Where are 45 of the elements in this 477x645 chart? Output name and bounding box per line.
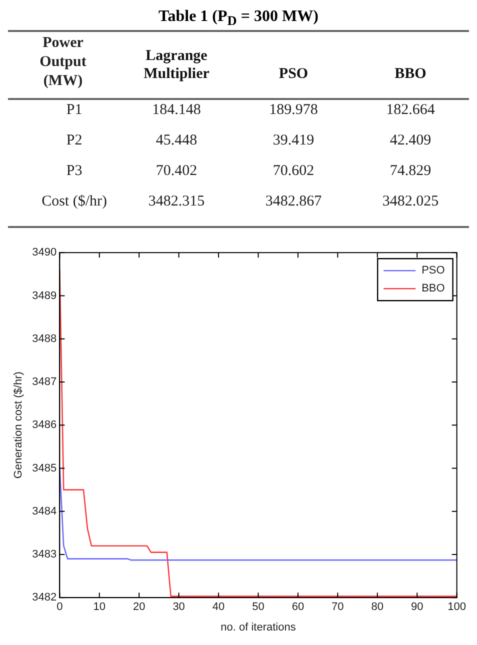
x-tick-label: BBO bbox=[394, 66, 426, 82]
data-label: 3482.025 bbox=[382, 194, 439, 210]
y-tick-label: P1 bbox=[66, 102, 82, 118]
y-axis-title: Generation cost ($/hr) bbox=[12, 372, 25, 479]
legend-label: BBO bbox=[422, 282, 446, 295]
y-tick-label: 3487 bbox=[32, 376, 57, 388]
x-tick-label: 50 bbox=[252, 601, 264, 614]
x-tick-label: 0 bbox=[56, 601, 63, 614]
x-tick-label: 70 bbox=[332, 601, 344, 614]
x-tick-label: 60 bbox=[292, 601, 304, 614]
data-label: 42.409 bbox=[390, 132, 432, 149]
data-label: 3482.315 bbox=[148, 194, 205, 210]
x-tick-label: 100 bbox=[448, 601, 466, 614]
y-tick-label: Cost ($/hr) bbox=[42, 194, 108, 210]
y-tick-label: 3484 bbox=[32, 506, 57, 518]
x-tick-label: 30 bbox=[172, 601, 185, 614]
y-tick-label: 3483 bbox=[32, 548, 57, 561]
x-tick-label: PSO bbox=[278, 66, 308, 82]
x-tick-label: 10 bbox=[93, 601, 106, 614]
data-label: 182.664 bbox=[386, 102, 436, 118]
y-tick-label: 3485 bbox=[32, 462, 57, 474]
data-label: 184.148 bbox=[152, 102, 201, 118]
y-tick-label: 3489 bbox=[32, 290, 57, 302]
y-tick-label: P3 bbox=[66, 163, 82, 180]
y-tick-label: P2 bbox=[66, 132, 82, 149]
data-label: 3482.867 bbox=[265, 194, 322, 210]
data-label: 45.448 bbox=[156, 132, 198, 149]
x-tick-label: 80 bbox=[371, 601, 384, 614]
chart-title: Table 1 (P$_{D}$ = 300 MW) bbox=[158, 8, 320, 30]
x-tick-label: 90 bbox=[410, 601, 424, 614]
y-tick-label: 3482 bbox=[32, 592, 57, 604]
y-axis-title: Power Output (MW) bbox=[40, 35, 86, 90]
legend-label: PSO bbox=[422, 264, 446, 277]
data-label: 189.978 bbox=[269, 102, 318, 118]
y-tick-label: 3488 bbox=[32, 333, 57, 346]
data-label: 70.402 bbox=[156, 163, 198, 180]
x-tick-label: 20 bbox=[132, 601, 146, 614]
y-tick-label: 3486 bbox=[32, 419, 57, 432]
x-tick-label: 40 bbox=[212, 601, 225, 614]
x-tick-label: Lagrange Multiplier bbox=[144, 48, 210, 82]
x-axis-title: no. of iterations bbox=[220, 622, 296, 634]
data-label: 74.829 bbox=[390, 163, 432, 180]
data-label: 39.419 bbox=[272, 132, 314, 149]
data-label: 70.602 bbox=[272, 163, 314, 180]
y-tick-label: 3490 bbox=[32, 246, 57, 259]
